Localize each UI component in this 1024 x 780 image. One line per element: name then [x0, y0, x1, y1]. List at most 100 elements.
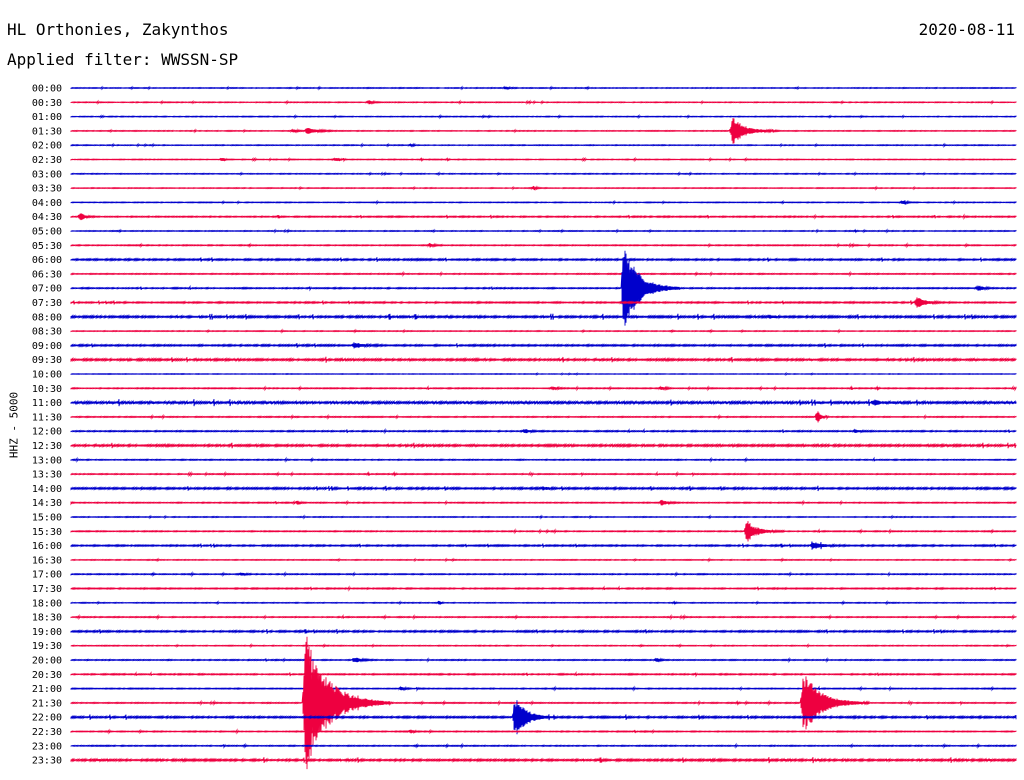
- trace-1000: [70, 371, 1017, 376]
- trace-1200: [70, 427, 1017, 435]
- trace-0630: [70, 270, 1017, 278]
- trace-0730: [70, 297, 1017, 308]
- tick-label-1530: 15:30: [32, 527, 62, 538]
- trace-0430: [70, 213, 1017, 221]
- tick-label-1430: 14:30: [32, 498, 62, 509]
- trace-1400: [70, 485, 1017, 492]
- trace-0400: [70, 199, 1017, 206]
- trace-0130: [70, 118, 1017, 144]
- tick-label-0600: 06:00: [32, 255, 62, 266]
- trace-1530: [70, 521, 1017, 542]
- trace-2230: [70, 728, 1017, 735]
- tick-label-0030: 00:30: [32, 98, 62, 109]
- tick-label-0330: 03:30: [32, 184, 62, 195]
- tick-label-1700: 17:00: [32, 570, 62, 581]
- trace-0930: [70, 356, 1017, 363]
- tick-label-1930: 19:30: [32, 641, 62, 652]
- tick-label-1830: 18:30: [32, 613, 62, 624]
- trace-1430: [70, 499, 1017, 506]
- trace-2130: [70, 636, 1017, 770]
- tick-label-1200: 12:00: [32, 427, 62, 438]
- trace-1830: [70, 613, 1017, 621]
- trace-1600: [70, 541, 1017, 550]
- tick-label-1100: 11:00: [32, 398, 62, 409]
- trace-0900: [70, 342, 1017, 349]
- tick-label-0700: 07:00: [32, 284, 62, 295]
- trace-0830: [70, 328, 1017, 334]
- trace-0100: [70, 113, 1017, 120]
- tick-label-1730: 17:30: [32, 584, 62, 595]
- tick-label-0230: 02:30: [32, 155, 62, 166]
- record-date: 2020-08-11: [918, 20, 1015, 39]
- tick-label-0100: 01:00: [32, 112, 62, 123]
- tick-label-2100: 21:00: [32, 684, 62, 695]
- trace-1630: [70, 557, 1017, 563]
- trace-1900: [70, 628, 1017, 634]
- tick-label-1900: 19:00: [32, 627, 62, 638]
- trace-2000: [70, 657, 1017, 664]
- tick-label-0430: 04:30: [32, 212, 62, 223]
- station-title: HL Orthonies, Zakynthos: [7, 20, 229, 39]
- trace-0030: [70, 99, 1017, 105]
- tick-label-2030: 20:30: [32, 670, 62, 681]
- tick-label-2230: 22:30: [32, 727, 62, 738]
- tick-label-2130: 21:30: [32, 698, 62, 709]
- trace-1730: [70, 585, 1017, 592]
- trace-1500: [70, 514, 1017, 520]
- tick-label-1600: 16:00: [32, 541, 62, 552]
- tick-label-1130: 11:30: [32, 412, 62, 423]
- tick-label-1300: 13:00: [32, 455, 62, 466]
- trace-1030: [70, 385, 1017, 392]
- tick-label-1630: 16:30: [32, 555, 62, 566]
- trace-1930: [70, 643, 1017, 649]
- trace-1100: [70, 398, 1017, 407]
- trace-0000: [70, 85, 1017, 91]
- time-tick-labels: 00:00 00:30 01:00 01:30 02:00 02:30 03:00 03:30…: [32, 84, 62, 767]
- tick-label-1330: 13:30: [32, 470, 62, 481]
- tick-label-2330: 23:30: [32, 756, 62, 767]
- tick-label-0400: 04:00: [32, 198, 62, 209]
- filter-label: Applied filter: WWSSN-SP: [7, 50, 239, 69]
- trace-2330: [70, 756, 1017, 764]
- tick-label-1800: 18:00: [32, 598, 62, 609]
- tick-label-0630: 06:30: [32, 269, 62, 280]
- tick-label-0000: 00:00: [32, 84, 62, 95]
- trace-0700: [70, 250, 1017, 326]
- tick-label-2200: 22:00: [32, 713, 62, 724]
- trace-1700: [70, 571, 1017, 578]
- tick-label-0730: 07:30: [32, 298, 62, 309]
- trace-1130: [70, 411, 1017, 423]
- trace-1230: [70, 442, 1017, 449]
- tick-label-1400: 14:00: [32, 484, 62, 495]
- trace-2030: [70, 670, 1017, 678]
- tick-label-0300: 03:00: [32, 169, 62, 180]
- trace-0530: [70, 242, 1017, 249]
- tick-label-2000: 20:00: [32, 656, 62, 667]
- tick-label-0530: 05:30: [32, 241, 62, 252]
- trace-1800: [70, 600, 1017, 606]
- tick-label-0830: 08:30: [32, 327, 62, 338]
- tick-label-1030: 10:30: [32, 384, 62, 395]
- trace-2300: [70, 742, 1017, 749]
- trace-0600: [70, 257, 1017, 263]
- trace-0800: [70, 313, 1017, 320]
- tick-label-1230: 12:30: [32, 441, 62, 452]
- tick-label-0900: 09:00: [32, 341, 62, 352]
- trace-0200: [70, 142, 1017, 148]
- trace-0330: [70, 185, 1017, 191]
- tick-label-2300: 23:00: [32, 741, 62, 752]
- tick-label-1000: 10:00: [32, 370, 62, 381]
- tick-label-1500: 15:00: [32, 513, 62, 524]
- trace-2100: [70, 685, 1017, 692]
- trace-0230: [70, 156, 1017, 163]
- tick-label-0200: 02:00: [32, 141, 62, 152]
- trace-1300: [70, 456, 1017, 463]
- trace-0500: [70, 228, 1017, 234]
- tick-label-0130: 01:30: [32, 126, 62, 137]
- trace-1330: [70, 470, 1017, 478]
- seismic-traces: [70, 85, 1017, 770]
- tick-label-0800: 08:00: [32, 312, 62, 323]
- tick-label-0930: 09:30: [32, 355, 62, 366]
- tick-label-0500: 05:00: [32, 227, 62, 238]
